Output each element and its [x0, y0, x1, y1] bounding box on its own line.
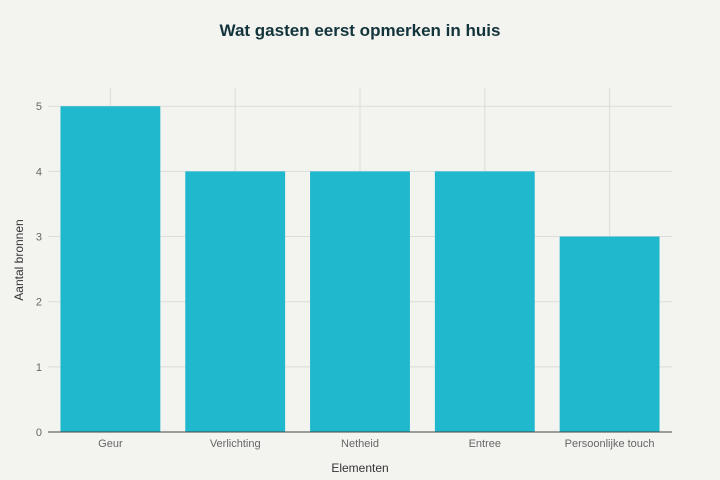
x-tick-label: Verlichting [210, 438, 261, 450]
y-tick-label: 2 [36, 297, 42, 309]
y-tick-label: 0 [36, 427, 42, 439]
y-tick-label: 1 [36, 362, 42, 374]
y-axis-title: Aantal bronnen [12, 219, 26, 300]
bar-geur [60, 106, 161, 432]
y-tick-label: 3 [36, 232, 42, 244]
x-tick-label: Persoonlijke touch [565, 438, 655, 450]
bar-entree [434, 171, 535, 433]
x-tick-label: Entree [469, 438, 501, 450]
bar-verlichting [185, 171, 286, 433]
y-tick-label: 4 [36, 166, 42, 178]
bar-persoonlijke-touch [559, 236, 660, 432]
chart-title: Wat gasten eerst opmerken in huis [220, 21, 501, 40]
x-tick-label: Geur [98, 438, 123, 450]
y-ticks: 0 1 2 3 4 5 [36, 101, 42, 439]
x-axis-title: Elementen [331, 461, 388, 475]
bars [60, 106, 660, 433]
x-ticks: Geur Verlichting Netheid Entree Persoonlijke… [98, 438, 654, 450]
y-tick-label: 5 [36, 101, 42, 113]
x-tick-label: Netheid [341, 438, 379, 450]
bar-netheid [310, 171, 410, 433]
